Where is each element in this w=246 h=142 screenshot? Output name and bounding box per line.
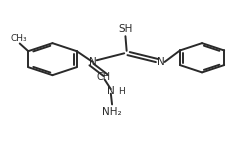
Text: CH: CH [96, 72, 111, 82]
Text: SH: SH [118, 24, 133, 34]
Text: N: N [157, 57, 165, 67]
Text: NH₂: NH₂ [102, 107, 122, 117]
Text: N: N [108, 86, 115, 96]
Text: N: N [89, 57, 96, 67]
Text: CH₃: CH₃ [10, 34, 27, 43]
Text: H: H [118, 87, 124, 96]
